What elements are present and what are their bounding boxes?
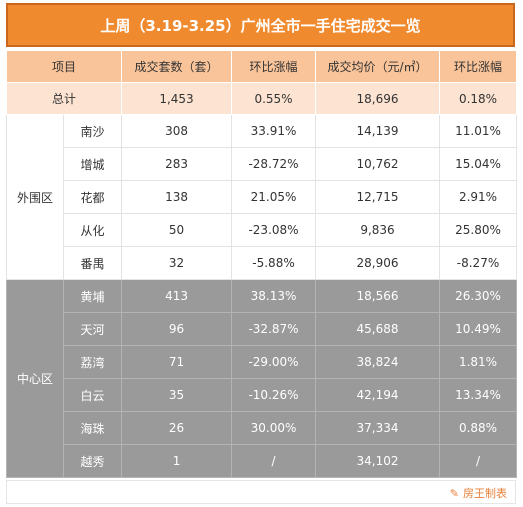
district-name: 番禺 — [62, 246, 123, 280]
district-name: 海珠 — [62, 411, 123, 445]
price-change-cell: 2.91% — [439, 180, 518, 214]
district-name: 从化 — [62, 213, 123, 247]
units-cell: 413 — [121, 279, 233, 313]
total-avg-price: 18,696 — [315, 82, 441, 115]
header-price-change: 环比涨幅 — [439, 50, 518, 83]
price-change-cell: 1.81% — [439, 345, 518, 379]
price-change-cell: -8.27% — [439, 246, 518, 280]
table-row: 天河 96 -32.87% 45,688 10.49% — [7, 312, 518, 346]
district-name: 越秀 — [62, 444, 123, 478]
table-row: 从化 50 -23.08% 9,836 25.80% — [7, 213, 518, 247]
units-change-cell: 38.13% — [231, 279, 317, 313]
price-change-cell: 25.80% — [439, 213, 518, 247]
avg-price-cell: 37,334 — [315, 411, 441, 445]
total-units-change: 0.55% — [231, 82, 317, 115]
price-change-cell: 15.04% — [439, 147, 518, 181]
district-name: 白云 — [62, 378, 123, 412]
header-row: 项目 成交套数（套） 环比涨幅 成交均价（元/㎡） 环比涨幅 — [5, 50, 518, 83]
table-row: 增城 283 -28.72% 10,762 15.04% — [7, 147, 518, 181]
avg-price-cell: 18,566 — [315, 279, 441, 313]
table-row: 荔湾 71 -29.00% 38,824 1.81% — [7, 345, 518, 379]
header-units-change: 环比涨幅 — [231, 50, 317, 83]
district-name: 增城 — [62, 147, 123, 181]
price-change-cell: / — [439, 444, 518, 478]
total-row: 总计 1,453 0.55% 18,696 0.18% — [5, 82, 518, 115]
avg-price-cell: 14,139 — [315, 114, 441, 148]
units-cell: 26 — [121, 411, 233, 445]
table-row: 海珠 26 30.00% 37,334 0.88% — [7, 411, 518, 445]
units-cell: 71 — [121, 345, 233, 379]
header-units: 成交套数（套） — [121, 50, 233, 83]
price-change-cell: 26.30% — [439, 279, 518, 313]
units-cell: 32 — [121, 246, 233, 280]
price-change-cell: 10.49% — [439, 312, 518, 346]
units-cell: 138 — [121, 180, 233, 214]
district-name: 花都 — [62, 180, 123, 214]
units-change-cell: 33.91% — [231, 114, 317, 148]
district-name: 黄埔 — [62, 279, 123, 313]
district-name: 荔湾 — [62, 345, 123, 379]
total-price-change: 0.18% — [439, 82, 518, 115]
table-row: 花都 138 21.05% 12,715 2.91% — [7, 180, 518, 214]
units-change-cell: / — [231, 444, 317, 478]
transactions-table: 项目 成交套数（套） 环比涨幅 成交均价（元/㎡） 环比涨幅 总计 1,453 … — [5, 50, 518, 478]
total-units: 1,453 — [121, 82, 233, 115]
avg-price-cell: 34,102 — [315, 444, 441, 478]
region-label: 中心区 — [6, 279, 64, 478]
units-change-cell: 21.05% — [231, 180, 317, 214]
units-change-cell: -10.26% — [231, 378, 317, 412]
avg-price-cell: 45,688 — [315, 312, 441, 346]
avg-price-cell: 9,836 — [315, 213, 441, 247]
units-cell: 308 — [121, 114, 233, 148]
avg-price-cell: 42,194 — [315, 378, 441, 412]
header-item: 项目 — [5, 50, 123, 83]
table-row: 越秀 1/34,102/ — [7, 444, 518, 478]
units-cell: 50 — [121, 213, 233, 247]
table-row: 白云 35 -10.26% 42,194 13.34% — [7, 378, 518, 412]
table-title: 上周（3.19-3.25）广州全市一手住宅成交一览 — [6, 3, 515, 47]
units-cell: 1 — [121, 444, 233, 478]
price-change-cell: 0.88% — [439, 411, 518, 445]
brand-credit: ✎ 房王制表 — [450, 485, 507, 501]
price-change-cell: 13.34% — [439, 378, 518, 412]
avg-price-cell: 28,906 — [315, 246, 441, 280]
region-label: 外围区 — [6, 114, 64, 280]
total-label: 总计 — [5, 82, 123, 115]
footer: ✎ 房王制表 — [6, 480, 516, 504]
units-change-cell: -5.88% — [231, 246, 317, 280]
house-logo-icon: ✎ — [449, 486, 459, 500]
units-change-cell: 30.00% — [231, 411, 317, 445]
units-cell: 35 — [121, 378, 233, 412]
district-name: 南沙 — [62, 114, 123, 148]
header-avg-price: 成交均价（元/㎡） — [315, 50, 441, 83]
avg-price-cell: 10,762 — [315, 147, 441, 181]
units-change-cell: -28.72% — [231, 147, 317, 181]
brand-label: 房王制表 — [463, 487, 507, 500]
units-change-cell: -32.87% — [231, 312, 317, 346]
table-row: 外围区 南沙 308 33.91% 14,139 11.01% — [6, 114, 518, 280]
units-cell: 96 — [121, 312, 233, 346]
table-row: 番禺 32 -5.88% 28,906 -8.27% — [7, 246, 518, 280]
table-row: 中心区 黄埔 413 38.13% 18,566 26.30% — [6, 279, 518, 478]
price-change-cell: 11.01% — [439, 114, 518, 148]
avg-price-cell: 12,715 — [315, 180, 441, 214]
units-change-cell: -23.08% — [231, 213, 317, 247]
units-cell: 283 — [121, 147, 233, 181]
district-name: 天河 — [62, 312, 123, 346]
units-change-cell: -29.00% — [231, 345, 317, 379]
avg-price-cell: 38,824 — [315, 345, 441, 379]
